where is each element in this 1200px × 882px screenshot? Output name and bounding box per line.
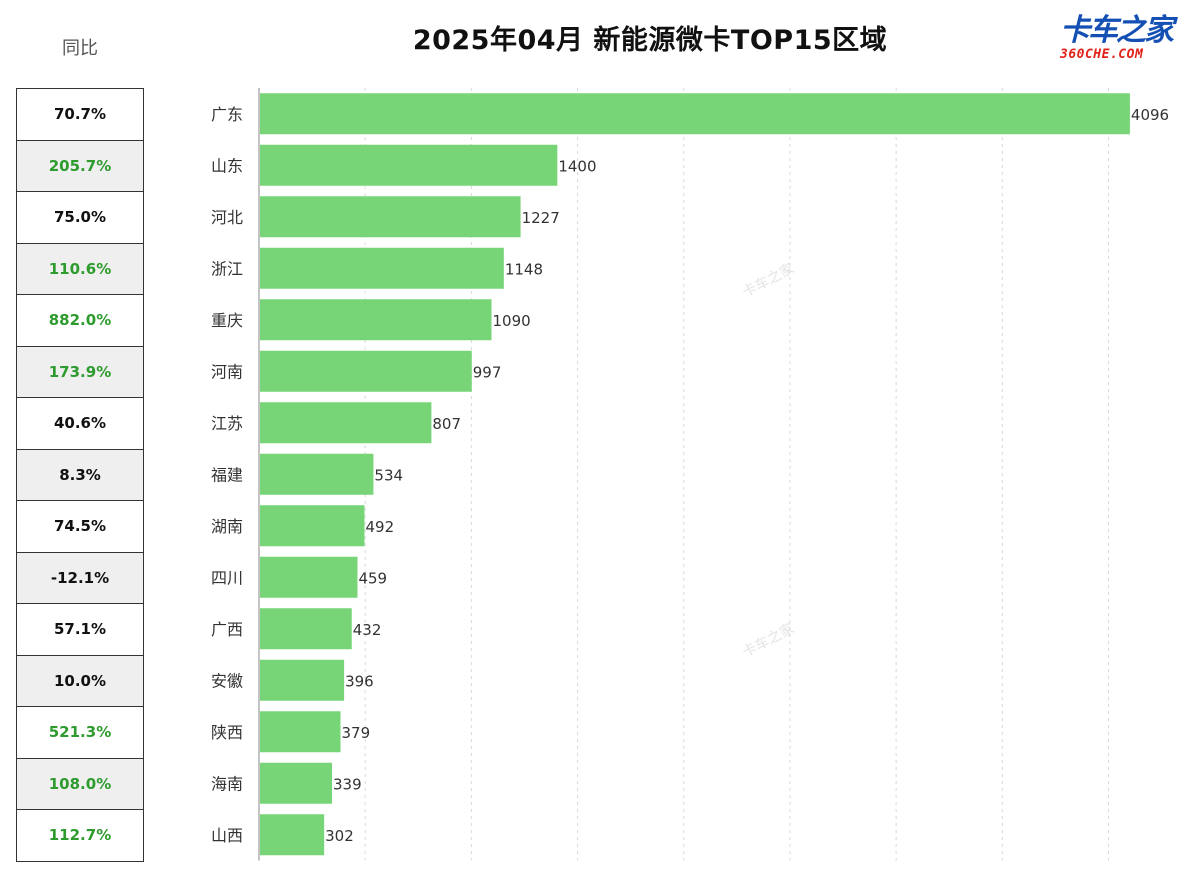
yoy-cell: 75.0% <box>17 192 143 244</box>
bar-13 <box>260 711 341 753</box>
value-label: 1227 <box>522 209 560 227</box>
category-label: 广西 <box>211 620 243 639</box>
yoy-cell: 70.7% <box>17 89 143 141</box>
value-label: 432 <box>353 621 382 639</box>
category-label: 四川 <box>211 568 243 587</box>
yoy-table: 70.7% 205.7% 75.0% 110.6% 882.0% 173.9% 40.6% 8… <box>16 88 144 862</box>
category-label: 福建 <box>211 465 243 484</box>
category-label: 江苏 <box>211 414 243 433</box>
bar-7 <box>260 402 432 444</box>
category-label: 山东 <box>211 156 243 175</box>
bar-15 <box>260 814 325 856</box>
bar-6 <box>260 350 472 392</box>
category-label: 山西 <box>211 826 243 845</box>
value-label: 4096 <box>1131 106 1169 124</box>
yoy-cell: 10.0% <box>17 655 143 707</box>
bar-5 <box>260 299 492 341</box>
category-label: 河南 <box>211 362 243 381</box>
yoy-cell: 74.5% <box>17 501 143 553</box>
value-label: 1090 <box>492 312 530 330</box>
value-label: 302 <box>325 827 354 845</box>
category-label: 湖南 <box>211 517 243 536</box>
bar-11 <box>260 608 352 650</box>
value-label: 379 <box>341 724 370 742</box>
value-label: 492 <box>365 518 394 536</box>
bar-1 <box>260 93 1130 135</box>
logo-domain: 360CHE.COM <box>1060 47 1144 62</box>
yoy-cell: 882.0% <box>17 295 143 347</box>
chart-title: 2025年04月 新能源微卡TOP15区域 <box>412 25 888 56</box>
yoy-cell: 40.6% <box>17 398 143 450</box>
value-label: 1400 <box>558 157 596 175</box>
category-label: 浙江 <box>211 259 243 278</box>
bar-8 <box>260 453 374 495</box>
logo-name: 卡车之家 <box>1060 13 1174 48</box>
yoy-column-header: 同比 <box>62 38 98 59</box>
value-label: 339 <box>333 775 362 793</box>
brand-logo: 卡车之家 360CHE.COM <box>1060 14 1184 68</box>
category-label: 安徽 <box>211 671 243 690</box>
yoy-cell: 112.7% <box>17 810 143 862</box>
category-label: 海南 <box>211 774 243 793</box>
value-label: 1148 <box>505 260 543 278</box>
value-label: 997 <box>473 363 502 381</box>
bar-3 <box>260 196 521 238</box>
value-label: 534 <box>374 466 403 484</box>
yoy-cell: 108.0% <box>17 758 143 810</box>
yoy-cell: 8.3% <box>17 449 143 501</box>
yoy-cell: -12.1% <box>17 552 143 604</box>
yoy-cell: 521.3% <box>17 707 143 759</box>
category-label: 陕西 <box>211 723 243 742</box>
yoy-cell: 173.9% <box>17 346 143 398</box>
category-label: 河北 <box>211 208 243 227</box>
value-label: 807 <box>432 415 461 433</box>
value-label: 459 <box>358 569 387 587</box>
bar-12 <box>260 659 345 701</box>
yoy-cell: 205.7% <box>17 140 143 192</box>
bar-10 <box>260 556 358 598</box>
bar-14 <box>260 762 332 804</box>
bar-2 <box>260 144 558 186</box>
yoy-cell: 110.6% <box>17 243 143 295</box>
category-label: 广东 <box>211 105 243 124</box>
category-label: 重庆 <box>211 311 243 330</box>
yoy-cell: 57.1% <box>17 604 143 656</box>
bar-9 <box>260 505 365 547</box>
value-label: 396 <box>345 672 374 690</box>
bar-4 <box>260 247 504 289</box>
